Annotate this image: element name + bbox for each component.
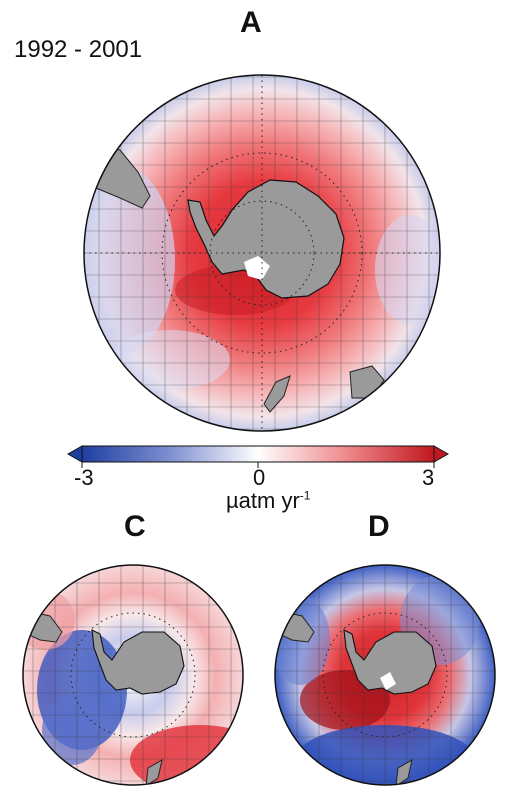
colorbar [66,445,450,468]
panel-d-letter: D [368,510,390,543]
colorbar-min-label: -3 [74,465,94,490]
colorbar-max-label: 3 [422,465,435,490]
map-panel-d [274,564,496,786]
colorbar-units-exponent: -1 [299,488,311,503]
colorbar-units: µatm yr-1 [226,488,310,514]
colorbar-zero-label: 0 [253,465,266,490]
colorbar-units-text: µatm yr [226,488,300,513]
map-panel-c [22,564,244,786]
panel-a-letter: A [240,6,262,39]
panel-c-letter: C [124,510,146,543]
period-label: 1992 - 2001 [14,36,143,63]
map-panel-a [83,74,441,432]
